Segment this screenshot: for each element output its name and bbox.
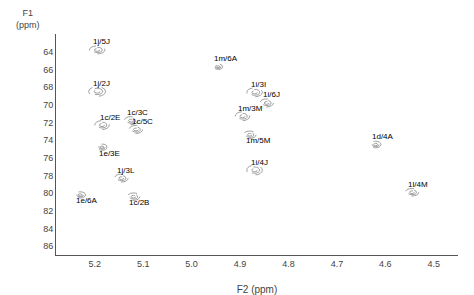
svg-text:5.0: 5.0	[185, 259, 198, 269]
svg-text:1j/2J: 1j/2J	[93, 79, 110, 88]
svg-text:1i/3I: 1i/3I	[251, 80, 266, 89]
svg-text:64: 64	[43, 47, 53, 57]
svg-text:4.8: 4.8	[282, 259, 295, 269]
svg-text:1j/5J: 1j/5J	[93, 37, 110, 46]
svg-text:70: 70	[43, 100, 53, 110]
svg-text:1c/3C: 1c/3C	[127, 108, 148, 117]
svg-text:1c/2B: 1c/2B	[129, 198, 149, 207]
svg-text:5.2: 5.2	[88, 259, 101, 269]
svg-text:1j/3L: 1j/3L	[117, 166, 135, 175]
svg-text:1i/4J: 1i/4J	[251, 158, 268, 167]
svg-text:78: 78	[43, 171, 53, 181]
svg-text:1m/5M: 1m/5M	[246, 136, 271, 145]
svg-text:1e/6A: 1e/6A	[76, 196, 98, 205]
svg-text:66: 66	[43, 65, 53, 75]
svg-text:5.1: 5.1	[137, 259, 150, 269]
svg-text:1c/5C: 1c/5C	[132, 117, 153, 126]
svg-text:F1(ppm): F1(ppm)	[16, 8, 40, 30]
svg-text:1i/6J: 1i/6J	[263, 90, 280, 99]
svg-text:4.9: 4.9	[234, 259, 247, 269]
svg-text:4.6: 4.6	[379, 259, 392, 269]
svg-text:1d/4A: 1d/4A	[372, 132, 394, 141]
svg-text:F2 (ppm): F2 (ppm)	[237, 284, 278, 295]
svg-text:1m/6A: 1m/6A	[214, 54, 238, 63]
svg-text:72: 72	[43, 118, 53, 128]
svg-text:74: 74	[43, 135, 53, 145]
svg-text:82: 82	[43, 206, 53, 216]
svg-text:84: 84	[43, 224, 53, 234]
svg-text:1m/3M: 1m/3M	[238, 104, 263, 113]
svg-text:80: 80	[43, 188, 53, 198]
svg-text:86: 86	[43, 241, 53, 251]
svg-text:1e/3E: 1e/3E	[99, 149, 120, 158]
svg-text:68: 68	[43, 82, 53, 92]
svg-text:4.5: 4.5	[428, 259, 441, 269]
svg-text:4.7: 4.7	[331, 259, 344, 269]
svg-text:1l/4M: 1l/4M	[408, 180, 428, 189]
svg-text:1c/2E: 1c/2E	[100, 113, 120, 122]
svg-text:76: 76	[43, 153, 53, 163]
